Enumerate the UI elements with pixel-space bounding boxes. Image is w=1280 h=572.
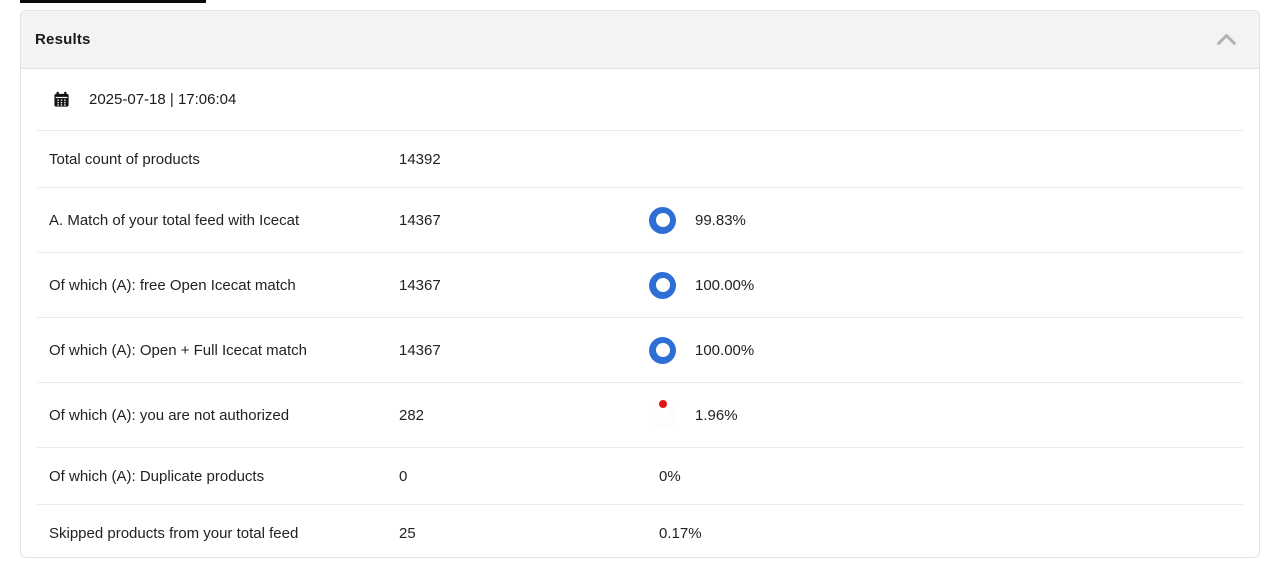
donut-chart — [649, 399, 676, 429]
row-label: Of which (A): free Open Icecat match — [49, 276, 296, 294]
row-label: Skipped products from your total feed — [49, 525, 299, 542]
row-percent: 1.96% — [695, 406, 738, 424]
calendar-icon — [53, 91, 70, 108]
row-free-open-match: Of which (A): free Open Icecat match 143… — [37, 253, 1243, 318]
panel-title: Results — [35, 31, 91, 48]
row-label: Of which (A): you are not authorized — [49, 406, 290, 424]
top-partial-element — [20, 0, 206, 3]
donut-chart — [649, 206, 676, 234]
row-label: Of which (A): Open + Full Icecat match — [49, 341, 308, 359]
row-value: 14367 — [399, 211, 441, 229]
results-panel-header: Results — [21, 11, 1259, 69]
donut-chart — [649, 271, 676, 299]
chevron-up-icon — [1213, 26, 1240, 53]
row-value: 25 — [399, 525, 416, 542]
report-timestamp: 2025-07-18 | 17:06:04 — [89, 91, 237, 108]
row-percent: 100.00% — [695, 341, 755, 359]
row-percent: 0% — [659, 467, 681, 485]
row-value: 0 — [399, 467, 408, 485]
row-match-total-feed: A. Match of your total feed with Icecat … — [37, 188, 1243, 253]
row-value: 14367 — [399, 276, 441, 294]
donut-chart — [649, 336, 676, 364]
row-percent: 99.83% — [695, 211, 746, 229]
row-percent: 100.00% — [695, 276, 755, 294]
row-skipped-products: Skipped products from your total feed 25… — [37, 505, 1243, 557]
row-label: Total count of products — [49, 150, 200, 168]
collapse-panel-button[interactable] — [1209, 23, 1243, 57]
row-label: A. Match of your total feed with Icecat — [49, 211, 300, 229]
results-table: 2025-07-18 | 17:06:04 Total count of pro… — [21, 69, 1259, 557]
row-open-full-match: Of which (A): Open + Full Icecat match 1… — [37, 318, 1243, 383]
row-label: Of which (A): Duplicate products — [49, 467, 265, 485]
row-total-count: Total count of products 14392 — [37, 131, 1243, 188]
row-percent: 0.17% — [659, 525, 702, 542]
row-value: 14392 — [399, 150, 441, 168]
row-not-authorized: Of which (A): you are not authorized 282… — [37, 383, 1243, 448]
row-value: 14367 — [399, 341, 441, 359]
row-value: 282 — [399, 406, 425, 424]
row-duplicate-products: Of which (A): Duplicate products 0 0% — [37, 448, 1243, 505]
results-panel: Results — [20, 10, 1260, 558]
timestamp-row: 2025-07-18 | 17:06:04 — [37, 69, 1243, 131]
